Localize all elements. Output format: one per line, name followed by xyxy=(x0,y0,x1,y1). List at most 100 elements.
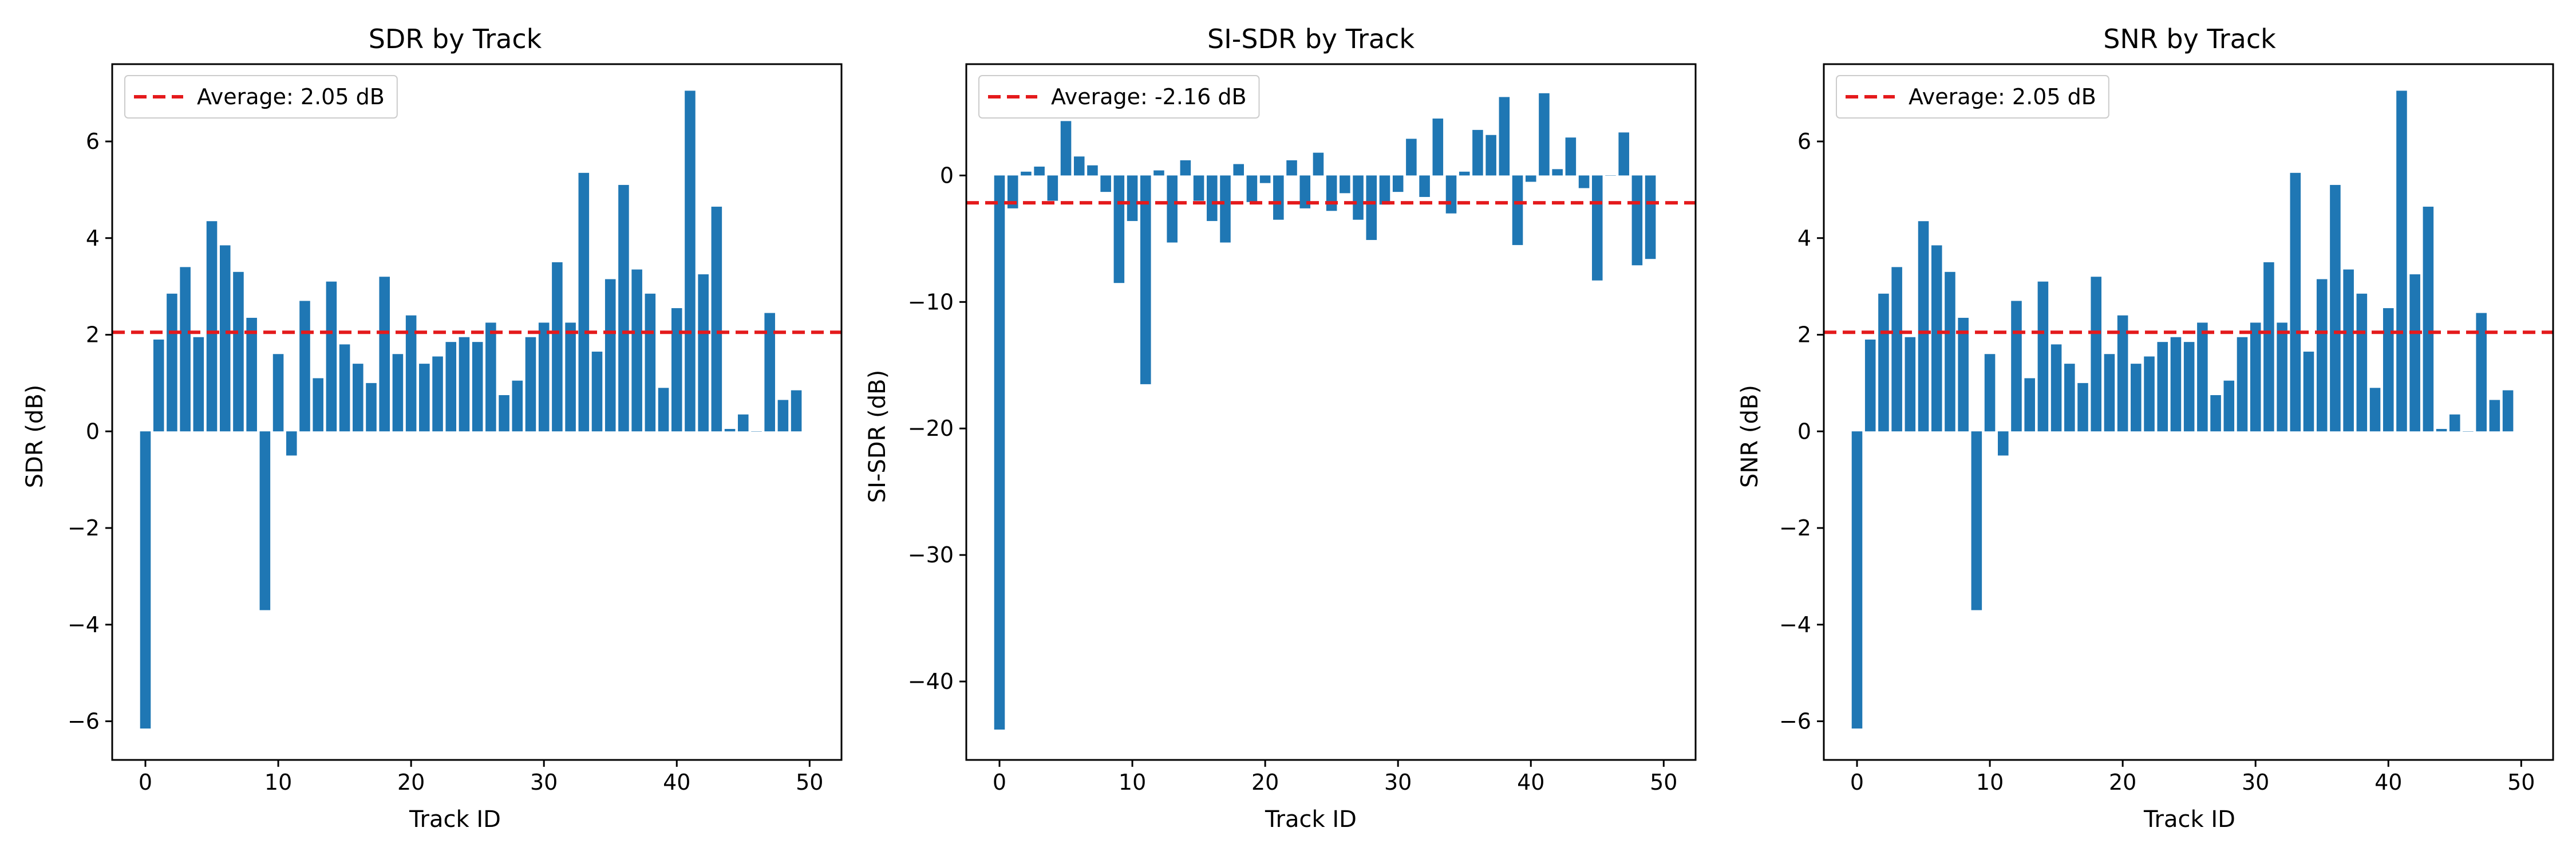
y-tick-label: 0 xyxy=(86,419,100,444)
tick-group: 0 10 20 30 40 50 −40 −30 −20 −10 0 xyxy=(908,163,1678,795)
bar xyxy=(525,337,536,432)
x-tick-label: 10 xyxy=(1119,770,1146,795)
bar xyxy=(1340,175,1350,194)
x-tick-label: 30 xyxy=(530,770,558,795)
x-tick-label: 50 xyxy=(1650,770,1677,795)
bar xyxy=(392,354,404,432)
bar xyxy=(1299,175,1311,208)
bar xyxy=(339,344,350,432)
y-tick-label: 0 xyxy=(940,163,954,188)
bar xyxy=(2423,206,2434,432)
legend: Average: 2.05 dB xyxy=(124,75,398,119)
bar xyxy=(1984,354,1996,432)
bar xyxy=(1419,175,1430,197)
bar xyxy=(459,337,470,432)
chart-title: SNR by Track xyxy=(2103,23,2276,54)
bar xyxy=(2104,354,2115,432)
bar xyxy=(1259,175,1271,183)
bar xyxy=(2064,364,2075,432)
y-axis-label: SNR (dB) xyxy=(1737,385,1763,488)
bar xyxy=(1392,175,1404,192)
bar xyxy=(1167,175,1178,243)
x-tick-label: 40 xyxy=(663,770,690,795)
bar xyxy=(1472,129,1483,176)
bar xyxy=(1851,431,1863,729)
bar xyxy=(1021,171,1032,176)
bar xyxy=(1286,160,1297,176)
x-tick-label: 50 xyxy=(796,770,823,795)
x-tick-label: 40 xyxy=(2374,770,2402,795)
bar xyxy=(2237,337,2248,432)
bar xyxy=(578,172,590,432)
bar xyxy=(1432,118,1444,176)
bar xyxy=(1905,337,1916,432)
y-tick-label: −10 xyxy=(908,289,954,314)
bar xyxy=(1353,175,1364,220)
bar xyxy=(724,429,736,432)
y-tick-label: 2 xyxy=(86,322,100,348)
bar xyxy=(1945,271,1955,432)
y-tick-label: 4 xyxy=(86,226,100,251)
y-tick-label: −40 xyxy=(908,669,954,694)
bar xyxy=(2277,322,2287,432)
bar xyxy=(2396,90,2407,432)
x-tick-label: 30 xyxy=(2242,770,2269,795)
bar xyxy=(1512,175,1523,245)
bar xyxy=(1998,431,2009,456)
bar xyxy=(618,184,629,432)
bar xyxy=(711,206,722,432)
plot-frame xyxy=(1823,63,2554,761)
bar xyxy=(2011,301,2022,432)
bar xyxy=(1180,160,1191,176)
bar xyxy=(2303,352,2314,432)
bar xyxy=(1645,175,1656,259)
bar xyxy=(1878,293,1889,432)
bar xyxy=(379,277,390,432)
bar xyxy=(1193,175,1204,201)
bar xyxy=(1618,132,1629,176)
y-tick-label: −6 xyxy=(68,709,100,734)
bar xyxy=(2117,315,2128,432)
bar xyxy=(2383,308,2394,432)
bar xyxy=(2131,364,2142,432)
bar xyxy=(698,274,709,432)
x-tick-label: 50 xyxy=(2507,770,2535,795)
bar xyxy=(2330,184,2341,432)
bar xyxy=(1326,175,1337,211)
bar xyxy=(685,90,696,432)
bar xyxy=(1591,175,1603,281)
bar xyxy=(2343,269,2354,432)
bar xyxy=(366,383,377,432)
bar xyxy=(1233,164,1244,176)
bar xyxy=(2183,342,2195,432)
x-tick-label: 0 xyxy=(1850,770,1864,795)
bar-series xyxy=(1851,90,2514,729)
bar xyxy=(1565,137,1577,176)
chart-panel-sdr: SDR by Track Track ID SDR (dB) 0 10 20 30 40… xyxy=(22,23,843,833)
bar xyxy=(1958,317,1969,432)
bar xyxy=(1034,166,1045,176)
bar xyxy=(777,400,789,432)
y-axis-label: SI-SDR (dB) xyxy=(864,370,891,503)
y-tick-label: −6 xyxy=(1779,709,1811,734)
y-tick-label: 6 xyxy=(1797,129,1811,154)
chart-panel-snr: SNR by Track Track ID SNR (dB) 0 10 20 30 40… xyxy=(1737,23,2554,833)
bar xyxy=(2489,400,2500,432)
bar xyxy=(2476,313,2487,432)
bar xyxy=(1313,152,1324,176)
bar xyxy=(2449,414,2460,432)
bar xyxy=(994,175,1005,730)
bar xyxy=(2037,281,2049,432)
bar xyxy=(219,245,231,432)
legend-label: Average: 2.05 dB xyxy=(1909,84,2096,109)
bar xyxy=(1273,175,1284,220)
bar xyxy=(1087,165,1098,176)
y-tick-label: −4 xyxy=(68,612,100,637)
bar xyxy=(538,322,550,432)
x-tick-label: 20 xyxy=(2109,770,2136,795)
bar xyxy=(2290,172,2301,432)
bar xyxy=(658,388,669,432)
bar xyxy=(2250,322,2261,432)
y-tick-label: 4 xyxy=(1797,226,1811,251)
